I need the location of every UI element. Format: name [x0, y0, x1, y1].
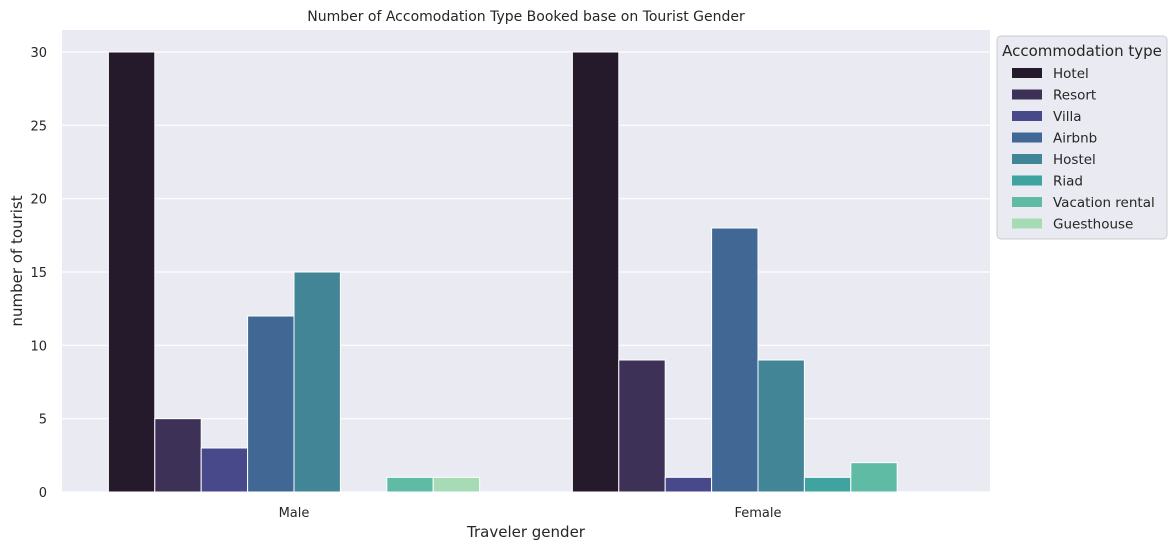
legend-title: Accommodation type — [1002, 42, 1162, 60]
x-tick-labels: Male Female — [279, 506, 782, 521]
bar-airbnb-female — [711, 227, 759, 493]
bars — [107, 51, 898, 493]
legend-label: Riad — [1053, 174, 1083, 190]
bar-airbnb-male — [247, 315, 295, 493]
y-axis-title: number of tourist — [8, 195, 26, 326]
y-tick-label: 15 — [30, 266, 47, 281]
legend-swatch — [1012, 175, 1042, 186]
bar-guesthouse-male — [432, 476, 481, 493]
y-tick-label: 0 — [39, 486, 47, 501]
bar-vacation-rental-female — [850, 462, 898, 493]
plot-background — [62, 30, 990, 492]
bar-hotel-female — [571, 51, 620, 493]
legend-swatch — [1012, 197, 1042, 207]
y-tick-label: 25 — [30, 119, 47, 134]
legend-label: Airbnb — [1053, 131, 1097, 147]
bar-villa-male — [200, 447, 249, 493]
legend-label: Hotel — [1053, 66, 1089, 82]
y-tick-label: 5 — [39, 413, 47, 428]
bar-resort-female — [618, 359, 666, 493]
legend-label: Vacation rental — [1053, 195, 1155, 211]
legend-swatch — [1012, 111, 1042, 121]
legend: Accommodation type Hotel Resort Villa Airbn… — [996, 35, 1168, 240]
legend-label: Hostel — [1053, 152, 1096, 168]
y-tick-label: 10 — [30, 339, 47, 354]
x-axis-title: Traveler gender — [466, 523, 586, 541]
bar-villa-female — [664, 476, 713, 493]
bar-resort-male — [154, 418, 202, 493]
bar-hotel-male — [107, 51, 156, 493]
legend-swatch — [1012, 218, 1042, 229]
bar-vacation-rental-male — [386, 476, 434, 493]
bar-hostel-male — [293, 271, 341, 493]
legend-swatch — [1012, 132, 1042, 143]
legend-swatch — [1012, 89, 1042, 100]
chart-title: Number of Accomodation Type Booked base … — [307, 9, 745, 25]
x-tick-label: Female — [734, 506, 781, 521]
y-tick-labels: 0 5 10 15 20 25 30 — [30, 46, 47, 501]
y-tick-label: 30 — [30, 46, 47, 61]
legend-label: Guesthouse — [1053, 217, 1133, 233]
y-tick-label: 20 — [30, 193, 47, 208]
x-tick-label: Male — [279, 506, 310, 521]
legend-frame — [996, 35, 1168, 240]
bar-hostel-female — [757, 359, 805, 493]
legend-label: Villa — [1053, 109, 1081, 125]
bar-riad-female — [803, 476, 852, 493]
legend-swatch — [1012, 68, 1042, 78]
legend-swatch — [1012, 154, 1042, 164]
legend-label: Resort — [1053, 88, 1096, 104]
legend-items: Hotel Resort Villa Airbnb Hostel Riad Vacation… — [1012, 66, 1155, 233]
